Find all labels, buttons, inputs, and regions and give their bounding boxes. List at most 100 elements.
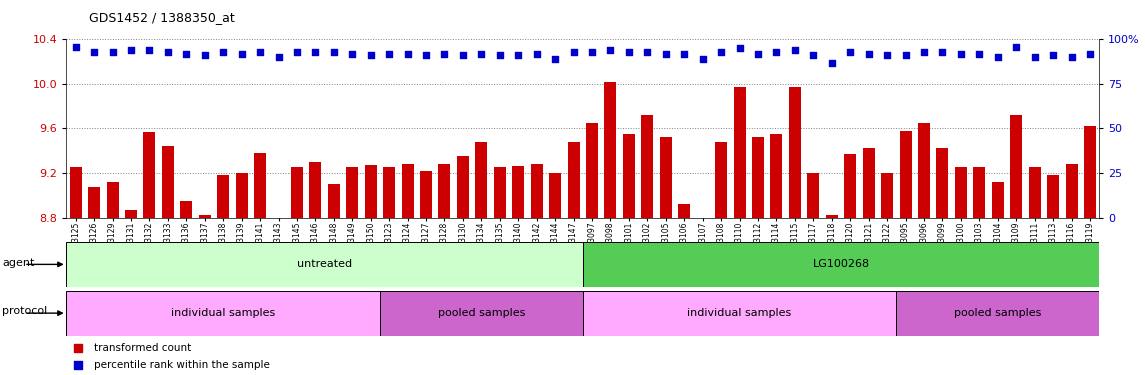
Point — [140, 47, 158, 53]
Point — [951, 51, 970, 57]
Bar — [897, 291, 1099, 336]
Bar — [273, 217, 284, 219]
Point — [970, 51, 988, 57]
Point — [66, 44, 85, 50]
Bar — [236, 173, 247, 217]
Bar — [641, 115, 654, 218]
Bar — [623, 134, 635, 218]
Bar — [716, 142, 727, 218]
Point — [601, 47, 619, 53]
Bar — [106, 182, 119, 218]
Point — [878, 53, 897, 58]
Bar — [254, 153, 266, 218]
Text: pooled samples: pooled samples — [954, 308, 1042, 318]
Bar — [1028, 167, 1041, 217]
Bar — [380, 291, 583, 336]
Point — [325, 49, 343, 55]
Point — [546, 56, 564, 62]
Text: transformed count: transformed count — [94, 343, 191, 353]
Bar — [660, 137, 672, 218]
Text: untreated: untreated — [297, 260, 353, 269]
Bar — [327, 184, 340, 218]
Point — [842, 49, 860, 55]
Bar — [309, 162, 322, 218]
Bar — [862, 148, 875, 217]
Bar — [70, 167, 81, 217]
Point — [1081, 51, 1099, 57]
Point — [251, 49, 269, 55]
Bar — [125, 210, 137, 218]
Bar — [918, 123, 930, 218]
Point — [638, 49, 656, 55]
Point — [159, 49, 177, 55]
Bar — [844, 154, 856, 218]
Point — [103, 49, 121, 55]
Bar — [882, 173, 893, 217]
Bar — [457, 156, 469, 218]
Bar — [605, 82, 616, 218]
Point — [897, 53, 915, 58]
Text: agent: agent — [2, 258, 34, 267]
Bar — [439, 164, 450, 218]
Point — [269, 54, 287, 60]
Point — [435, 51, 453, 57]
Point — [344, 51, 362, 57]
Bar — [583, 291, 897, 336]
Bar — [937, 148, 948, 217]
Point — [398, 51, 417, 57]
Point — [362, 53, 380, 58]
Bar — [568, 142, 579, 218]
Point — [121, 47, 140, 53]
Point — [232, 51, 251, 57]
Point — [712, 49, 731, 55]
Bar — [696, 217, 709, 220]
Bar — [826, 215, 838, 217]
Bar — [365, 165, 377, 218]
Point — [528, 51, 546, 57]
Point — [1063, 54, 1081, 60]
Bar — [789, 87, 800, 218]
Bar — [493, 167, 506, 217]
Bar — [550, 173, 561, 217]
Point — [1008, 44, 1026, 50]
Bar — [807, 173, 820, 217]
Point — [69, 345, 87, 351]
Bar — [161, 146, 174, 218]
Bar — [512, 166, 524, 218]
Bar — [1047, 175, 1059, 217]
Point — [804, 53, 822, 58]
Point — [510, 53, 528, 58]
Bar — [218, 175, 229, 217]
Point — [491, 53, 510, 58]
Bar — [346, 167, 358, 217]
Bar — [88, 188, 100, 218]
Bar — [771, 134, 782, 218]
Bar — [66, 242, 583, 287]
Bar — [900, 130, 911, 218]
Text: GDS1452 / 1388350_at: GDS1452 / 1388350_at — [89, 11, 235, 24]
Bar — [955, 167, 966, 217]
Bar — [384, 167, 395, 217]
Bar — [973, 167, 986, 217]
Bar — [583, 242, 1099, 287]
Bar — [475, 142, 488, 218]
Point — [694, 56, 712, 62]
Bar — [530, 164, 543, 218]
Point — [619, 49, 638, 55]
Bar — [291, 167, 303, 217]
Text: individual samples: individual samples — [171, 308, 275, 318]
Bar — [143, 132, 156, 218]
Point — [287, 49, 306, 55]
Point — [380, 51, 398, 57]
Bar — [678, 204, 690, 218]
Bar — [992, 182, 1004, 218]
Text: percentile rank within the sample: percentile rank within the sample — [94, 360, 270, 369]
Point — [306, 49, 324, 55]
Point — [177, 51, 196, 57]
Bar — [752, 137, 764, 218]
Bar — [1066, 164, 1077, 218]
Point — [1026, 54, 1044, 60]
Point — [69, 362, 87, 368]
Bar — [734, 87, 745, 218]
Bar — [586, 123, 598, 218]
